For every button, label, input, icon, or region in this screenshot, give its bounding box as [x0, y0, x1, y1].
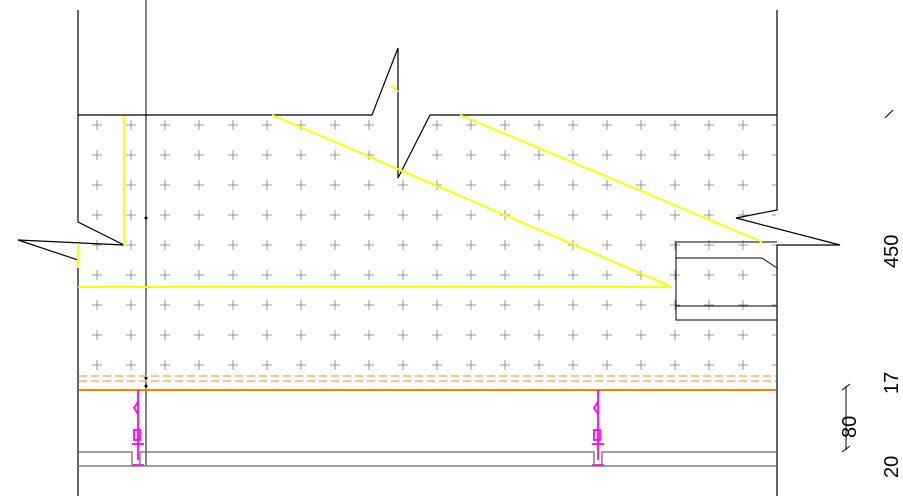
dimension-label-spacing: 80	[839, 416, 861, 438]
dimension-tick-top	[884, 109, 894, 119]
break-gap-mask	[372, 115, 430, 178]
reference-point-top	[144, 216, 148, 220]
rebar-break-segment	[391, 84, 399, 93]
dimension-label-slab: 450	[881, 235, 903, 268]
slab-left-edge	[17, 115, 125, 496]
ceiling-profile	[79, 451, 776, 467]
dimension-label-layer: 17	[881, 372, 903, 394]
concrete-slab-hatch	[79, 115, 776, 380]
rebar-diagonal-short	[459, 114, 763, 243]
reference-point-low	[144, 384, 148, 388]
hanger-left	[132, 390, 144, 466]
beam-box	[675, 241, 777, 321]
slab-right-edge	[735, 115, 841, 265]
beam-box-line-b	[761, 257, 778, 269]
rebar-diagonal-long	[271, 114, 673, 288]
dimension-label-bottom: 20	[881, 456, 903, 478]
reference-point-mid	[144, 376, 148, 380]
slab-top-edge	[78, 47, 777, 179]
